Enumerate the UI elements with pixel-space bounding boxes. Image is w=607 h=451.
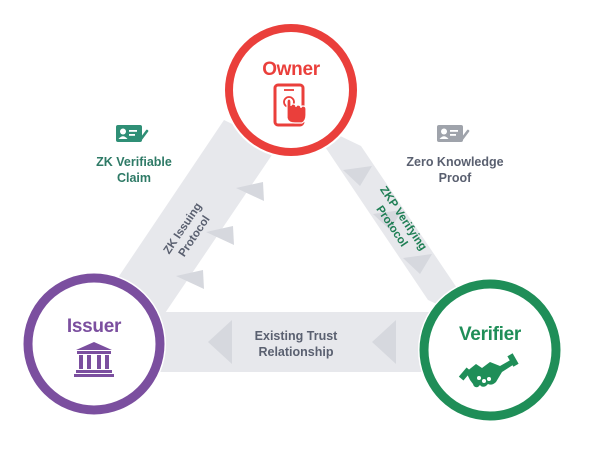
trust-label: Existing Trust Relationship bbox=[255, 329, 338, 359]
owner-title: Owner bbox=[262, 59, 321, 80]
edge-bands bbox=[103, 120, 482, 372]
trust-arrows bbox=[208, 320, 396, 364]
trust-label-line1: Existing Trust bbox=[255, 329, 338, 343]
issuer-title: Issuer bbox=[67, 316, 122, 337]
bank-building-icon bbox=[74, 342, 114, 377]
zk-proof-callout: Zero Knowledge Proof bbox=[406, 125, 504, 185]
issuing-band bbox=[103, 120, 278, 325]
owner-node: Owner bbox=[223, 22, 359, 158]
verifier-node: Verifier bbox=[418, 278, 562, 422]
zk-claim-id-card-check-icon bbox=[116, 125, 149, 142]
issuing-arrows bbox=[176, 182, 264, 289]
zk-claim-line1: ZK Verifiable bbox=[96, 155, 172, 169]
hand-tapping-phone-icon bbox=[273, 83, 307, 127]
zk-proof-line2: Proof bbox=[439, 171, 472, 185]
verifying-arrows bbox=[343, 166, 432, 274]
trust-label-line2: Relationship bbox=[258, 345, 333, 359]
zk-proof-id-card-check-icon bbox=[437, 125, 470, 142]
verifier-title: Verifier bbox=[459, 324, 522, 345]
zk-claim-callout: ZK Verifiable Claim bbox=[96, 125, 172, 185]
issuer-node: Issuer bbox=[22, 272, 166, 416]
handshake-icon bbox=[458, 353, 519, 388]
zk-proof-line1: Zero Knowledge bbox=[406, 155, 503, 169]
zk-claim-line2: Claim bbox=[117, 171, 151, 185]
